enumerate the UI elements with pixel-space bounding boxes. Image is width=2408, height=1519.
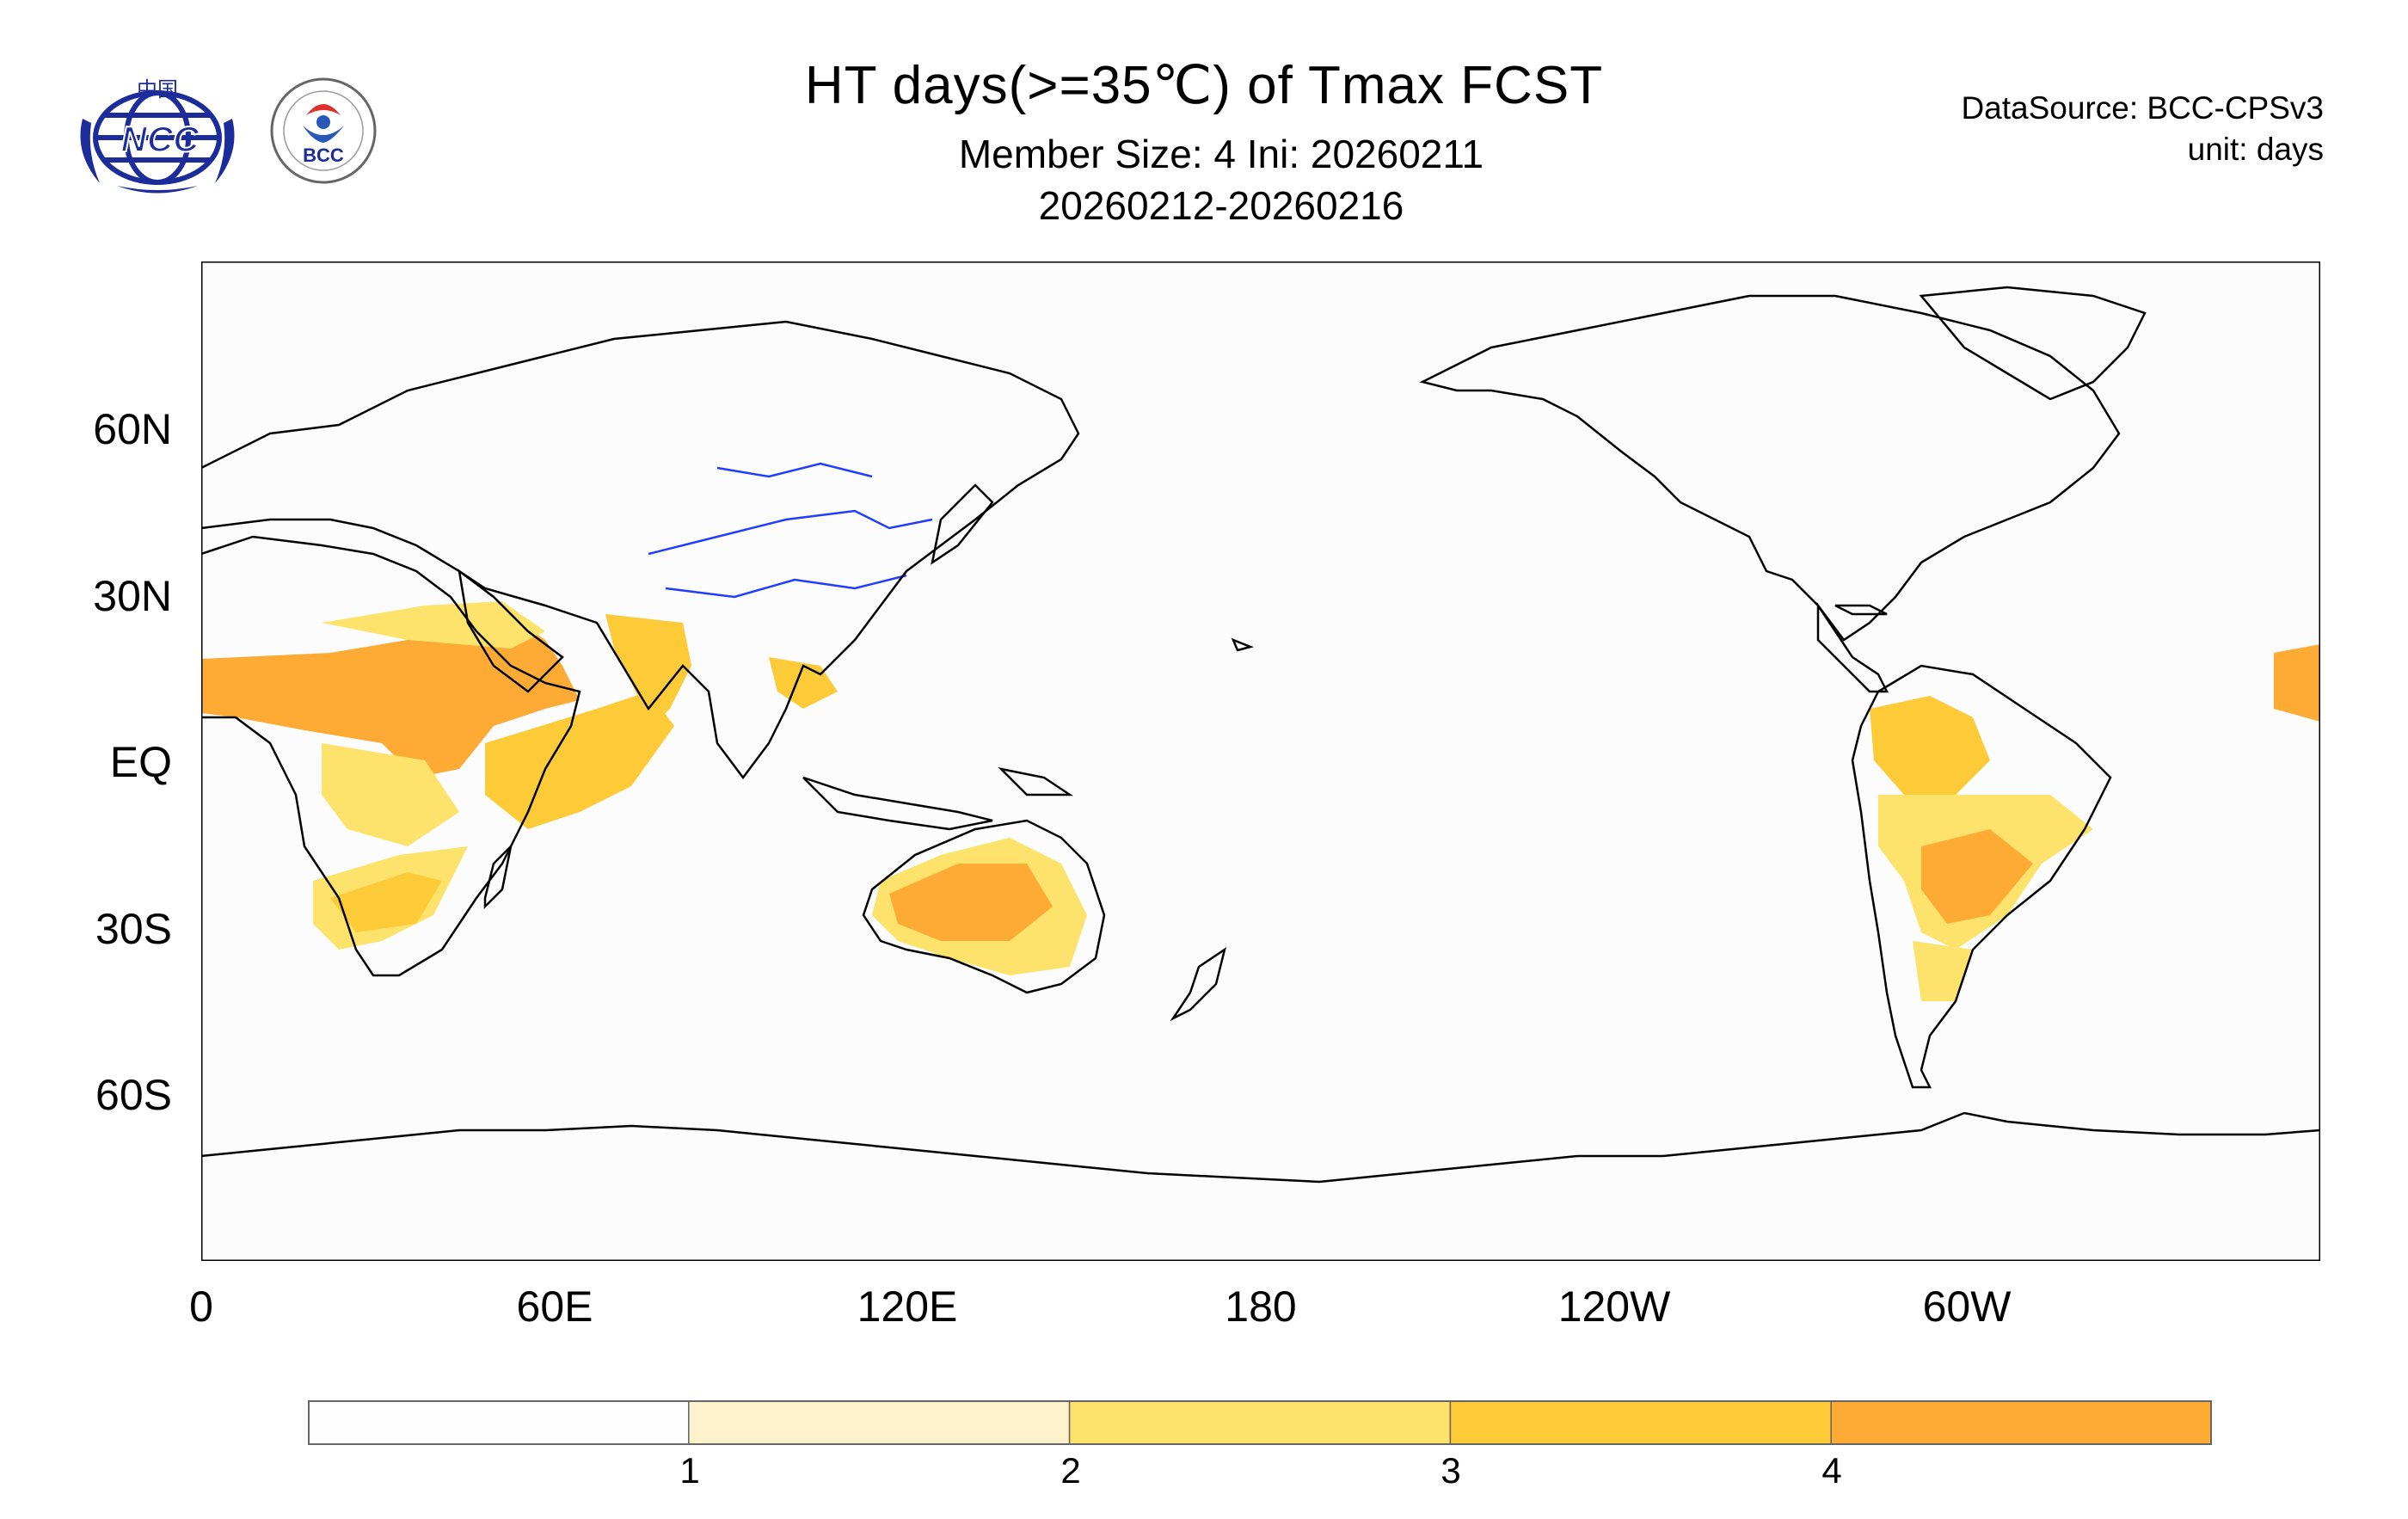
lat-label-eq: EQ (109, 738, 172, 786)
lat-label-30n: 30N (93, 572, 172, 620)
heat-region-west-africa-east-edge (2274, 644, 2320, 722)
data-source-line: DataSource: BCC-CPSv3 (1961, 90, 2324, 126)
lon-label-60w: 60W (1922, 1282, 2012, 1331)
colorbar-tick-4: 4 (1821, 1450, 1842, 1491)
colorbar-segment-2 (1068, 1400, 1452, 1445)
colorbar-tick-2: 2 (1060, 1450, 1081, 1491)
ncc-logo-text: NCC (121, 119, 200, 159)
heat-region-central-africa (322, 743, 459, 846)
heat-region-india (605, 614, 691, 726)
chart-subtitle: Member Size: 4 Ini: 20260211 (958, 132, 1484, 176)
colorbar-tick-3: 3 (1440, 1450, 1461, 1491)
colorbar-segment-4 (1830, 1400, 2212, 1445)
map-plot (201, 261, 2320, 1261)
china-rivers (648, 462, 933, 599)
ncc-top-text: 中国 (137, 78, 178, 101)
heat-region-south-africa-core (330, 872, 442, 932)
bcc-logo: BCC (270, 77, 377, 184)
lon-label-120w: 120W (1557, 1282, 1671, 1331)
heat-region-south-america-north (1870, 696, 1990, 795)
heat-region-south-america-south (1913, 941, 1973, 1001)
colorbar-segment-1 (688, 1400, 1071, 1445)
lat-label-30s: 30S (95, 905, 172, 953)
bcc-logo-text: BCC (303, 145, 344, 166)
heat-region-australia-core (889, 864, 1053, 941)
heat-region-east-africa (485, 692, 674, 829)
coastlines (201, 286, 2320, 1184)
heat-region-sahel-edge (322, 601, 545, 649)
colorbar-tick-1: 1 (679, 1450, 700, 1491)
lon-label-0: 0 (189, 1282, 213, 1331)
heat-region-brazil-core (1921, 829, 2033, 924)
heat-region-indochina (769, 657, 838, 709)
unit-line: unit: days (2187, 132, 2324, 167)
lat-label-60s: 60S (95, 1071, 172, 1119)
colorbar (308, 1400, 2212, 1445)
lon-label-60e: 60E (516, 1282, 593, 1331)
colorbar-segment-0 (308, 1400, 690, 1445)
lon-label-120e: 120E (857, 1282, 958, 1331)
colorbar-segment-3 (1449, 1400, 1832, 1445)
heat-region-sahel (201, 616, 580, 778)
lon-label-180: 180 (1225, 1282, 1297, 1331)
lat-label-60n: 60N (93, 405, 172, 453)
chart-title: HT days(>=35℃) of Tmax FCST (804, 56, 1604, 115)
heat-days-fill (201, 601, 2320, 1001)
forecast-period: 20260212-20260216 (1038, 183, 1404, 228)
data-source: DataSource: BCC-CPSv3 unit: days (1961, 88, 2324, 170)
ncc-logo: 中国 NCC (80, 78, 235, 194)
